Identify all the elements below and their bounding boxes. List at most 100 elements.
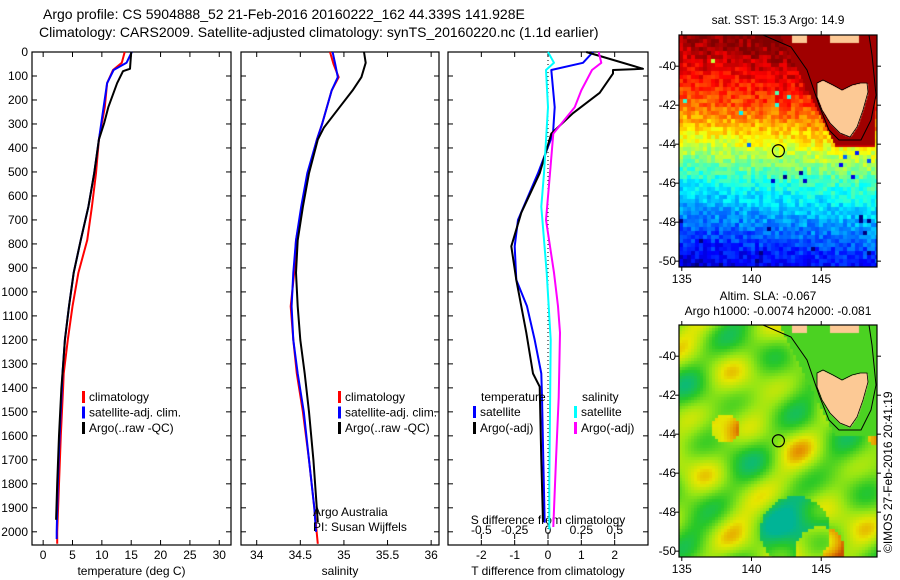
series-t-argo-adj- bbox=[510, 51, 644, 523]
x-tick-label: 36 bbox=[424, 548, 438, 562]
sst-map-canvas bbox=[679, 35, 877, 267]
lat-tick-label: -46 bbox=[659, 176, 677, 190]
series-satellite-adj-clim- bbox=[290, 51, 339, 532]
argo-position-marker bbox=[771, 434, 785, 448]
y-tick-label: 500 bbox=[8, 165, 28, 179]
legend-swatch bbox=[338, 391, 341, 403]
imos-credit: ©IMOS 27-Feb-2016 20:41:19 bbox=[881, 391, 895, 553]
panel-map-sst: 135 140 145 -40 -42 -44 -46 -48 -50 sat. SST: 15.… bbox=[659, 13, 881, 286]
figure-title-line1: Argo profile: CS 5904888_52 21-Feb-2016 … bbox=[43, 6, 525, 22]
y-tick-label: 800 bbox=[8, 237, 28, 251]
x-tick-label: 0 bbox=[545, 548, 552, 562]
y-tick-label: 1600 bbox=[1, 429, 28, 443]
x-tick-label: 0 bbox=[40, 548, 47, 562]
lon-tick-label: 145 bbox=[811, 272, 831, 286]
panel-difference: -2 -1 0 1 2 T difference from climatology -0.5… bbox=[447, 51, 649, 578]
y-tick-label: 200 bbox=[8, 93, 28, 107]
depth-contour bbox=[762, 34, 877, 141]
y-tick-label: 1800 bbox=[1, 477, 28, 491]
series-argo-raw-qc- bbox=[295, 51, 367, 523]
lat-tick-label: -50 bbox=[659, 254, 677, 268]
y-tick-label: 1900 bbox=[1, 501, 28, 515]
y-tick-label: 1700 bbox=[1, 453, 28, 467]
legend-swatch bbox=[338, 406, 341, 419]
lon-tick-label: 135 bbox=[672, 272, 692, 286]
legend-label: satellite-adj. clim. bbox=[89, 406, 181, 420]
legend-label: climatology bbox=[345, 390, 405, 404]
argo-position-marker bbox=[771, 144, 785, 158]
series-t-satellite bbox=[513, 51, 594, 523]
x-tick-label: 30 bbox=[213, 548, 227, 562]
legend-swatch bbox=[574, 422, 577, 434]
legend-label: satellite bbox=[581, 405, 622, 419]
x-axis-label: salinity bbox=[322, 564, 359, 578]
panel-salinity: 34 34.5 35 35.5 36 salinity climatology satelli… bbox=[240, 51, 440, 578]
series-satellite-adj-clim- bbox=[55, 51, 133, 539]
annotation-line1: Argo Australia bbox=[313, 505, 388, 519]
legend-heading-salinity: salinity bbox=[582, 390, 619, 404]
x-axis-label: T difference from climatology bbox=[471, 564, 625, 578]
annotation-line2: PI: Susan Wijffels bbox=[313, 520, 407, 534]
lat-tick-label: -50 bbox=[659, 544, 677, 558]
legend-swatch bbox=[473, 406, 476, 418]
legend-swatch bbox=[82, 422, 85, 434]
series-s-satellite bbox=[540, 51, 555, 530]
legend-swatch bbox=[82, 391, 85, 403]
lat-tick-label: -46 bbox=[659, 466, 677, 480]
lat-tick-label: -44 bbox=[659, 427, 677, 441]
lon-tick-label: 135 bbox=[672, 562, 692, 576]
legend-label: Argo(-adj) bbox=[581, 421, 634, 435]
x-tick-label: 5 bbox=[69, 548, 76, 562]
lat-tick-label: -42 bbox=[659, 98, 677, 112]
legend-swatch bbox=[574, 406, 577, 418]
x-axis-label: temperature (deg C) bbox=[77, 564, 185, 578]
x-tick-label: 34.5 bbox=[289, 548, 313, 562]
lat-tick-label: -48 bbox=[659, 215, 677, 229]
lon-tick-label: 145 bbox=[811, 562, 831, 576]
x-tick-label: -1 bbox=[509, 548, 520, 562]
legend-label: Argo(..raw -QC) bbox=[89, 421, 174, 435]
legend-swatch bbox=[82, 406, 85, 419]
lon-tick-label: 140 bbox=[741, 272, 761, 286]
y-tick-label: 1000 bbox=[1, 285, 28, 299]
map-title: sat. SST: 15.3 Argo: 14.9 bbox=[712, 13, 845, 27]
s-tick-label: -0.25 bbox=[501, 523, 529, 537]
lat-tick-label: -42 bbox=[659, 388, 677, 402]
series-argo-raw-qc- bbox=[55, 51, 133, 520]
y-tick-label: 900 bbox=[8, 261, 28, 275]
map-frame bbox=[678, 34, 878, 268]
legend-swatch bbox=[473, 422, 476, 434]
s-tick-label: 0.25 bbox=[570, 523, 594, 537]
y-tick-label: 1200 bbox=[1, 333, 28, 347]
lon-tick-label: 140 bbox=[741, 562, 761, 576]
lat-tick-label: -40 bbox=[659, 349, 677, 363]
x-tick-label: 35.5 bbox=[376, 548, 400, 562]
map-title-line1: Altim. SLA: -0.067 bbox=[720, 289, 817, 303]
lat-tick-label: -40 bbox=[659, 59, 677, 73]
legend-label: climatology bbox=[89, 390, 149, 404]
x-tick-label: 20 bbox=[154, 548, 168, 562]
series-climatology bbox=[56, 51, 126, 544]
y-tick-label: 1100 bbox=[2, 309, 28, 323]
x-tick-label: -2 bbox=[476, 548, 487, 562]
legend-label: Argo(..raw -QC) bbox=[345, 421, 430, 435]
x-tick-label: 2 bbox=[611, 548, 618, 562]
legend-label: satellite bbox=[480, 405, 521, 419]
s-axis-label: S difference from climatology bbox=[471, 513, 626, 527]
panel-map-sla: 135 140 145 -40 -42 -44 -46 -48 -50 Altim. SLA: -… bbox=[659, 289, 895, 576]
y-tick-label: 400 bbox=[8, 141, 28, 155]
legend-heading-temperature: temperature bbox=[481, 390, 546, 404]
panel-temperature: 0100200300400500600700800900100011001200… bbox=[1, 45, 232, 578]
sla-map-canvas bbox=[679, 325, 877, 557]
lat-tick-label: -48 bbox=[659, 505, 677, 519]
y-tick-label: 1300 bbox=[1, 357, 28, 371]
x-tick-label: 35 bbox=[337, 548, 351, 562]
y-tick-label: 600 bbox=[8, 189, 28, 203]
y-tick-label: 100 bbox=[8, 69, 28, 83]
tasmania-coastline bbox=[816, 79, 869, 138]
tasmania-coastline bbox=[816, 369, 869, 428]
y-tick-label: 1500 bbox=[1, 405, 28, 419]
x-tick-label: 34 bbox=[250, 548, 264, 562]
plot-frame bbox=[31, 51, 232, 546]
